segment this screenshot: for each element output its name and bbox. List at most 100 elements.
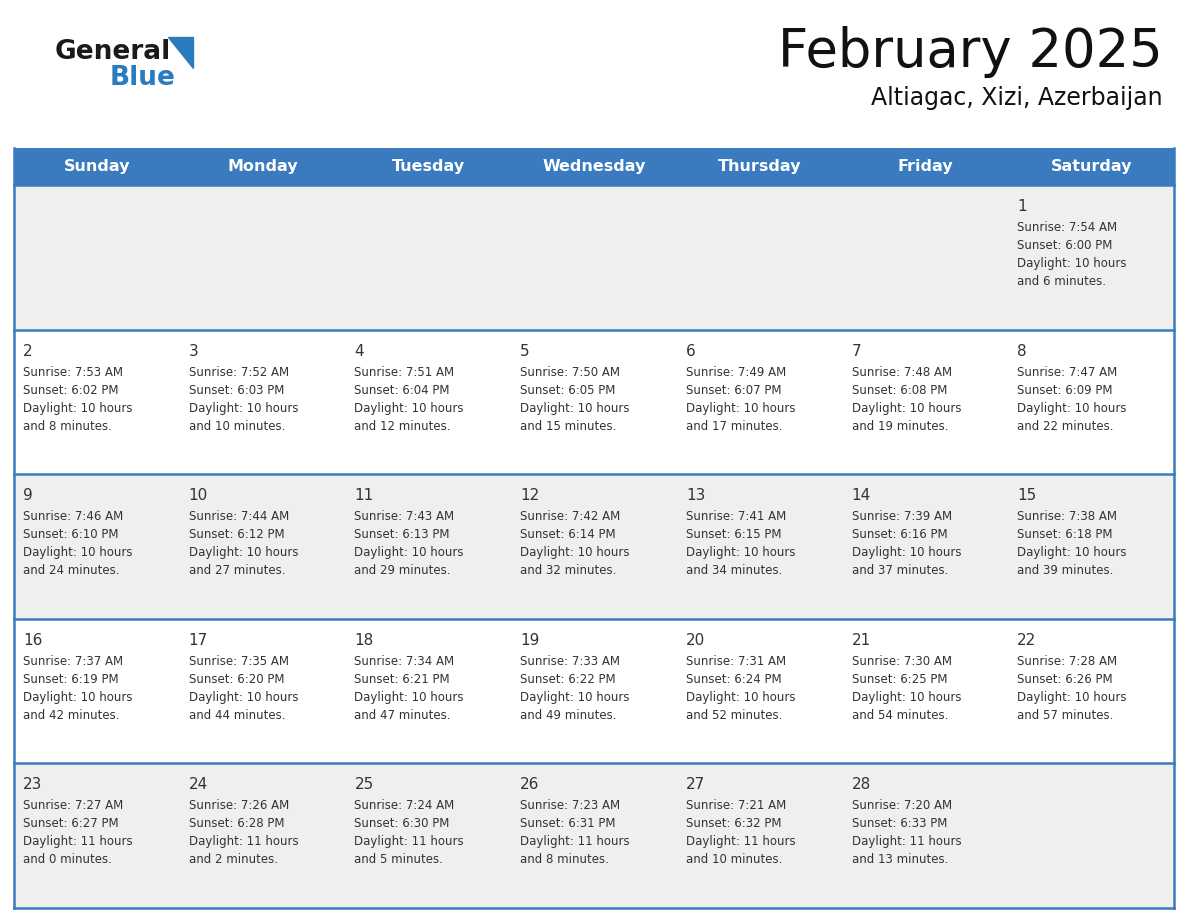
Text: Sunrise: 7:46 AM: Sunrise: 7:46 AM	[23, 510, 124, 523]
Text: Sunrise: 7:30 AM: Sunrise: 7:30 AM	[852, 655, 952, 667]
Text: Sunset: 6:33 PM: Sunset: 6:33 PM	[852, 817, 947, 831]
Bar	[14, 148, 1174, 185]
Text: Daylight: 10 hours: Daylight: 10 hours	[520, 691, 630, 704]
Text: Daylight: 10 hours: Daylight: 10 hours	[852, 401, 961, 415]
Text: and 32 minutes.: and 32 minutes.	[520, 565, 617, 577]
Text: and 10 minutes.: and 10 minutes.	[189, 420, 285, 432]
Text: and 37 minutes.: and 37 minutes.	[852, 565, 948, 577]
Text: Sunrise: 7:31 AM: Sunrise: 7:31 AM	[685, 655, 786, 667]
Text: Monday: Monday	[227, 159, 298, 174]
Bar	[14, 185, 1174, 330]
Polygon shape	[168, 37, 192, 68]
Text: Sunrise: 7:52 AM: Sunrise: 7:52 AM	[189, 365, 289, 378]
Text: Daylight: 10 hours: Daylight: 10 hours	[1017, 257, 1126, 270]
Text: 12: 12	[520, 488, 539, 503]
Text: Sunrise: 7:54 AM: Sunrise: 7:54 AM	[1017, 221, 1118, 234]
Text: Daylight: 10 hours: Daylight: 10 hours	[189, 691, 298, 704]
Text: 17: 17	[189, 633, 208, 648]
Text: 20: 20	[685, 633, 706, 648]
Text: and 8 minutes.: and 8 minutes.	[520, 854, 609, 867]
Text: Sunset: 6:09 PM: Sunset: 6:09 PM	[1017, 384, 1113, 397]
Text: Daylight: 10 hours: Daylight: 10 hours	[1017, 401, 1126, 415]
Text: Sunrise: 7:23 AM: Sunrise: 7:23 AM	[520, 800, 620, 812]
Text: Daylight: 10 hours: Daylight: 10 hours	[685, 401, 795, 415]
Text: Sunset: 6:03 PM: Sunset: 6:03 PM	[189, 384, 284, 397]
Text: Wednesday: Wednesday	[542, 159, 646, 174]
Text: Sunset: 6:00 PM: Sunset: 6:00 PM	[1017, 239, 1113, 252]
Text: 10: 10	[189, 488, 208, 503]
Text: and 24 minutes.: and 24 minutes.	[23, 565, 120, 577]
Text: Sunset: 6:10 PM: Sunset: 6:10 PM	[23, 528, 119, 542]
Text: and 2 minutes.: and 2 minutes.	[189, 854, 278, 867]
Text: and 6 minutes.: and 6 minutes.	[1017, 275, 1106, 288]
Text: 22: 22	[1017, 633, 1037, 648]
Text: Sunrise: 7:33 AM: Sunrise: 7:33 AM	[520, 655, 620, 667]
Text: Sunrise: 7:34 AM: Sunrise: 7:34 AM	[354, 655, 455, 667]
Text: 8: 8	[1017, 343, 1026, 359]
Text: Sunrise: 7:35 AM: Sunrise: 7:35 AM	[189, 655, 289, 667]
Text: Daylight: 11 hours: Daylight: 11 hours	[23, 835, 133, 848]
Text: 1: 1	[1017, 199, 1026, 214]
Text: and 19 minutes.: and 19 minutes.	[852, 420, 948, 432]
Text: Sunset: 6:15 PM: Sunset: 6:15 PM	[685, 528, 782, 542]
Text: and 34 minutes.: and 34 minutes.	[685, 565, 782, 577]
Text: Sunrise: 7:20 AM: Sunrise: 7:20 AM	[852, 800, 952, 812]
Text: 25: 25	[354, 778, 374, 792]
Text: 15: 15	[1017, 488, 1037, 503]
Text: Sunset: 6:22 PM: Sunset: 6:22 PM	[520, 673, 615, 686]
Text: and 10 minutes.: and 10 minutes.	[685, 854, 782, 867]
Text: and 12 minutes.: and 12 minutes.	[354, 420, 451, 432]
Text: and 52 minutes.: and 52 minutes.	[685, 709, 782, 722]
Text: 16: 16	[23, 633, 43, 648]
Text: Sunset: 6:30 PM: Sunset: 6:30 PM	[354, 817, 450, 831]
Text: Sunrise: 7:37 AM: Sunrise: 7:37 AM	[23, 655, 124, 667]
Text: Sunset: 6:02 PM: Sunset: 6:02 PM	[23, 384, 119, 397]
Text: and 49 minutes.: and 49 minutes.	[520, 709, 617, 722]
Text: Sunset: 6:04 PM: Sunset: 6:04 PM	[354, 384, 450, 397]
Text: Sunset: 6:20 PM: Sunset: 6:20 PM	[189, 673, 284, 686]
Text: General: General	[55, 39, 171, 65]
Text: Sunset: 6:25 PM: Sunset: 6:25 PM	[852, 673, 947, 686]
Text: and 5 minutes.: and 5 minutes.	[354, 854, 443, 867]
Text: Sunset: 6:14 PM: Sunset: 6:14 PM	[520, 528, 615, 542]
Text: 7: 7	[852, 343, 861, 359]
Text: Daylight: 10 hours: Daylight: 10 hours	[520, 546, 630, 559]
Text: Friday: Friday	[898, 159, 953, 174]
Text: Sunset: 6:18 PM: Sunset: 6:18 PM	[1017, 528, 1113, 542]
Text: Sunrise: 7:39 AM: Sunrise: 7:39 AM	[852, 510, 952, 523]
Text: and 47 minutes.: and 47 minutes.	[354, 709, 451, 722]
Text: and 29 minutes.: and 29 minutes.	[354, 565, 451, 577]
Text: Sunrise: 7:28 AM: Sunrise: 7:28 AM	[1017, 655, 1118, 667]
Text: 18: 18	[354, 633, 374, 648]
Text: 27: 27	[685, 778, 706, 792]
Text: February 2025: February 2025	[778, 26, 1163, 78]
Text: Sunrise: 7:49 AM: Sunrise: 7:49 AM	[685, 365, 786, 378]
Text: and 57 minutes.: and 57 minutes.	[1017, 709, 1113, 722]
Text: 2: 2	[23, 343, 32, 359]
Text: Daylight: 10 hours: Daylight: 10 hours	[354, 401, 465, 415]
Text: 24: 24	[189, 778, 208, 792]
Text: Sunrise: 7:21 AM: Sunrise: 7:21 AM	[685, 800, 786, 812]
Text: Thursday: Thursday	[718, 159, 802, 174]
Text: Sunrise: 7:26 AM: Sunrise: 7:26 AM	[189, 800, 289, 812]
Text: and 27 minutes.: and 27 minutes.	[189, 565, 285, 577]
Text: Daylight: 11 hours: Daylight: 11 hours	[520, 835, 630, 848]
Text: 23: 23	[23, 778, 43, 792]
Text: Sunset: 6:27 PM: Sunset: 6:27 PM	[23, 817, 119, 831]
Text: Daylight: 10 hours: Daylight: 10 hours	[852, 546, 961, 559]
Text: Sunset: 6:26 PM: Sunset: 6:26 PM	[1017, 673, 1113, 686]
Bar	[14, 764, 1174, 908]
Text: 28: 28	[852, 778, 871, 792]
Text: Saturday: Saturday	[1050, 159, 1132, 174]
Text: Sunrise: 7:41 AM: Sunrise: 7:41 AM	[685, 510, 786, 523]
Text: Daylight: 10 hours: Daylight: 10 hours	[354, 546, 465, 559]
Bar	[14, 619, 1174, 764]
Text: Sunrise: 7:47 AM: Sunrise: 7:47 AM	[1017, 365, 1118, 378]
Text: Daylight: 10 hours: Daylight: 10 hours	[852, 691, 961, 704]
Text: Sunset: 6:13 PM: Sunset: 6:13 PM	[354, 528, 450, 542]
Text: and 8 minutes.: and 8 minutes.	[23, 420, 112, 432]
Text: and 42 minutes.: and 42 minutes.	[23, 709, 120, 722]
Text: and 0 minutes.: and 0 minutes.	[23, 854, 112, 867]
Text: 11: 11	[354, 488, 374, 503]
Text: 13: 13	[685, 488, 706, 503]
